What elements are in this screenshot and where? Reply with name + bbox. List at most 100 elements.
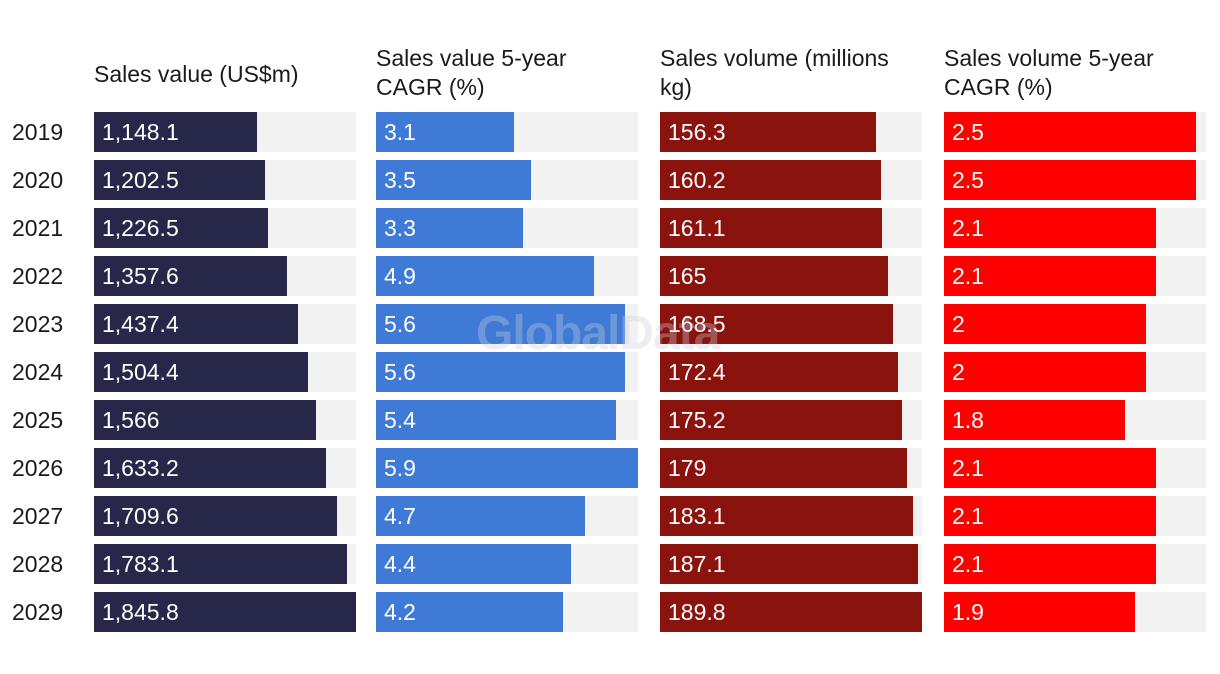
bar xyxy=(660,400,902,440)
data-label: 1,504.4 xyxy=(102,359,179,385)
bar xyxy=(660,256,888,296)
bar xyxy=(660,208,882,248)
data-label: 2.1 xyxy=(952,551,984,577)
column-header: Sales value (US$m) xyxy=(94,61,299,87)
data-label: 1,437.4 xyxy=(102,311,179,337)
bar xyxy=(944,256,1156,296)
bar xyxy=(94,400,316,440)
bar xyxy=(660,112,876,152)
data-label: 4.9 xyxy=(384,263,416,289)
data-label: 1.9 xyxy=(952,599,984,625)
data-label: 2.5 xyxy=(952,167,984,193)
column-header: Sales value 5-year CAGR (%) xyxy=(376,45,567,100)
bar xyxy=(94,448,326,488)
bar xyxy=(376,544,571,584)
bar xyxy=(94,496,337,536)
year-label: 2020 xyxy=(12,167,64,193)
bar xyxy=(94,352,308,392)
bar xyxy=(944,400,1125,440)
column-header: Sales volume 5-year CAGR (%) xyxy=(944,45,1154,100)
bar xyxy=(660,352,898,392)
column-header: Sales volume (millions kg) xyxy=(660,45,889,100)
data-label: 175.2 xyxy=(668,407,726,433)
bar xyxy=(944,208,1156,248)
data-label: 1,148.1 xyxy=(102,119,179,145)
data-label: 1,226.5 xyxy=(102,215,179,241)
year-label: 2027 xyxy=(12,503,64,529)
bar xyxy=(944,304,1146,344)
data-label: 2.5 xyxy=(952,119,984,145)
data-label: 1.8 xyxy=(952,407,984,433)
data-label: 1,633.2 xyxy=(102,455,179,481)
bar xyxy=(944,112,1196,152)
bar xyxy=(660,160,881,200)
bar xyxy=(376,352,625,392)
bar xyxy=(94,592,356,632)
bar xyxy=(376,400,616,440)
data-label: 2.1 xyxy=(952,263,984,289)
bar xyxy=(376,448,638,488)
bar xyxy=(376,160,531,200)
data-label: 165 xyxy=(668,263,707,289)
data-label: 2.1 xyxy=(952,215,984,241)
year-label: 2022 xyxy=(12,263,64,289)
bar xyxy=(94,256,287,296)
bar xyxy=(944,496,1156,536)
bar xyxy=(376,208,523,248)
data-label: 5.6 xyxy=(384,311,416,337)
data-label: 179 xyxy=(668,455,707,481)
bar xyxy=(376,112,514,152)
bar xyxy=(660,592,922,632)
data-label: 187.1 xyxy=(668,551,726,577)
data-label: 3.5 xyxy=(384,167,416,193)
bar xyxy=(94,304,298,344)
data-label: 4.4 xyxy=(384,551,416,577)
data-label: 5.4 xyxy=(384,407,416,433)
bar xyxy=(660,304,893,344)
bar xyxy=(944,592,1135,632)
data-label: 183.1 xyxy=(668,503,726,529)
data-label: 2 xyxy=(952,311,965,337)
data-label: 160.2 xyxy=(668,167,726,193)
data-label: 189.8 xyxy=(668,599,726,625)
data-label: 1,783.1 xyxy=(102,551,179,577)
year-label: 2029 xyxy=(12,599,64,625)
bar xyxy=(94,544,347,584)
data-label: 2.1 xyxy=(952,455,984,481)
bar xyxy=(94,208,268,248)
data-label: 3.3 xyxy=(384,215,416,241)
bar xyxy=(944,160,1196,200)
data-label: 156.3 xyxy=(668,119,726,145)
data-label: 1,357.6 xyxy=(102,263,179,289)
bar xyxy=(376,592,563,632)
bar xyxy=(660,544,918,584)
data-label: 5.6 xyxy=(384,359,416,385)
data-label: 4.2 xyxy=(384,599,416,625)
data-label: 1,709.6 xyxy=(102,503,179,529)
data-label: 5.9 xyxy=(384,455,416,481)
data-label: 2 xyxy=(952,359,965,385)
data-label: 2.1 xyxy=(952,503,984,529)
bar xyxy=(944,448,1156,488)
bar xyxy=(376,256,594,296)
data-label: 172.4 xyxy=(668,359,726,385)
bar xyxy=(944,544,1156,584)
year-label: 2021 xyxy=(12,215,64,241)
bar xyxy=(94,160,265,200)
data-label: 1,566 xyxy=(102,407,160,433)
data-label: 168.5 xyxy=(668,311,726,337)
bar xyxy=(376,496,585,536)
data-label: 1,202.5 xyxy=(102,167,179,193)
bar xyxy=(944,352,1146,392)
year-label: 2028 xyxy=(12,551,64,577)
year-label: 2024 xyxy=(12,359,64,385)
data-label: 1,845.8 xyxy=(102,599,179,625)
bar xyxy=(660,448,907,488)
year-label: 2026 xyxy=(12,455,64,481)
year-label: 2019 xyxy=(12,119,64,145)
bar xyxy=(94,112,257,152)
data-label: 161.1 xyxy=(668,215,726,241)
data-label: 3.1 xyxy=(384,119,416,145)
year-label: 2025 xyxy=(12,407,64,433)
